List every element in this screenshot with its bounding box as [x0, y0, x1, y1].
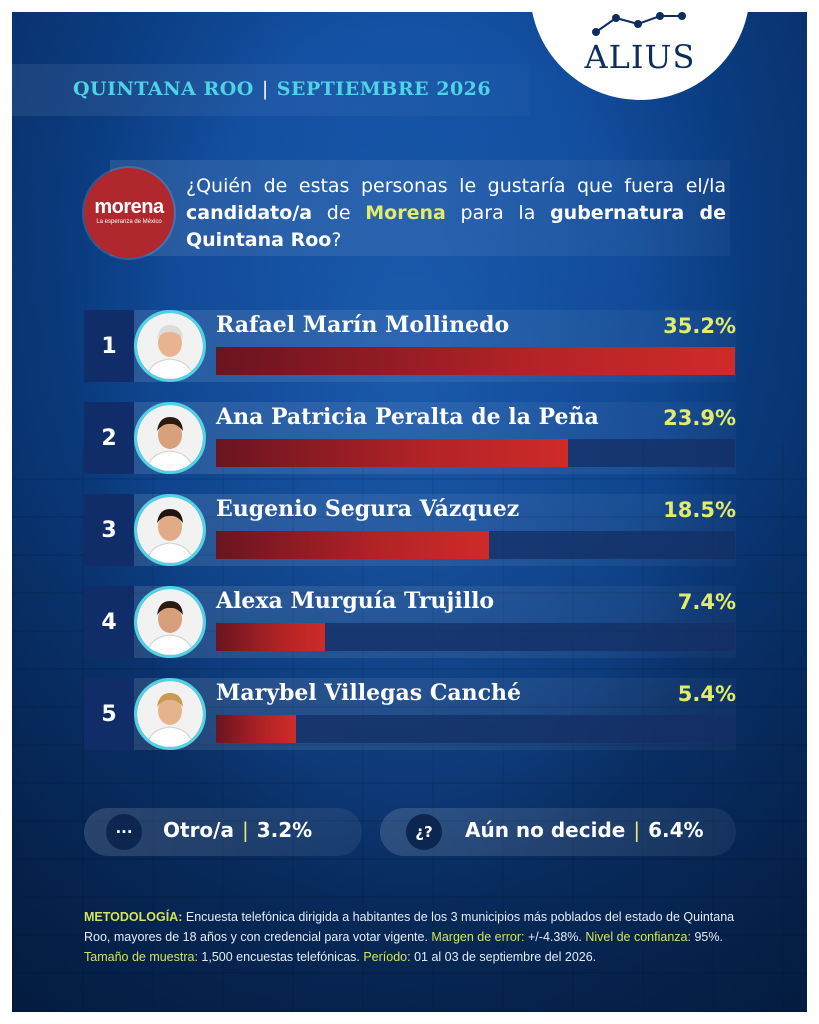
margin-value: +/-4.38%. [524, 930, 586, 944]
morena-logo-name: morena [94, 196, 164, 218]
percentage-label: 23.9% [663, 406, 736, 430]
person-icon [137, 681, 203, 747]
bar-track [216, 715, 735, 743]
candidate-avatar [134, 402, 206, 474]
bar-track [216, 439, 735, 467]
question-emphasis: candidato/a [186, 202, 313, 224]
methodology-note: METODOLOGÍA: Encuesta telefónica dirigid… [84, 907, 736, 967]
candidate-name: Marybel Villegas Canché [216, 680, 521, 706]
header-title: QUINTANA ROO | SEPTIEMBRE 2026 [73, 78, 491, 100]
candidate-avatar [134, 586, 206, 658]
methodology-text: Encuesta telefónica dirigida a habitante… [84, 910, 735, 944]
morena-logo-tagline: La esperanza de México [96, 219, 162, 225]
question-mark-icon: ¿? [406, 814, 442, 850]
result-bar [216, 623, 325, 651]
candidate-avatar [134, 678, 206, 750]
result-bar [216, 715, 296, 743]
rank-number: 2 [84, 402, 134, 474]
header-state: QUINTANA ROO [73, 78, 254, 100]
question-party: Morena [365, 202, 446, 224]
header-separator: | [261, 78, 269, 100]
rank-number: 1 [84, 310, 134, 382]
network-icon [592, 12, 686, 36]
pill-separator: | [633, 818, 641, 842]
undecided-label: Aún no decide | 6.4% [465, 818, 704, 842]
candidate-name: Eugenio Segura Vázquez [216, 496, 520, 522]
confidence-label: Nivel de confianza: [585, 930, 691, 944]
other-label-text: Otro/a [163, 818, 234, 842]
percentage-label: 35.2% [663, 314, 736, 338]
result-bar [216, 439, 568, 467]
undecided-value: 6.4% [648, 818, 704, 842]
question-emphasis: gubernatura de Quintana Roo [186, 202, 726, 251]
confidence-value: 95%. [690, 930, 723, 944]
bar-track [216, 347, 735, 375]
percentage-label: 7.4% [677, 590, 736, 614]
person-icon [137, 589, 203, 655]
candidate-name: Ana Patricia Peralta de la Peña [216, 404, 599, 430]
methodology-label: METODOLOGÍA: [84, 910, 183, 924]
survey-question: ¿Quién de estas personas le gustaría que… [186, 173, 726, 254]
candidate-avatar [134, 494, 206, 566]
rank-number: 5 [84, 678, 134, 750]
rank-number: 3 [84, 494, 134, 566]
bar-track [216, 531, 735, 559]
candidate-avatar [134, 310, 206, 382]
bar-track [216, 623, 735, 651]
question-band [110, 160, 730, 256]
rank-number: 4 [84, 586, 134, 658]
percentage-label: 5.4% [677, 682, 736, 706]
header-date: SEPTIEMBRE 2026 [276, 78, 492, 100]
candidate-name: Alexa Murguía Trujillo [216, 588, 495, 614]
question-text: para la [445, 202, 551, 224]
ellipsis-icon: ··· [106, 814, 142, 850]
sample-value: 1,500 encuestas telefónicas. [197, 950, 364, 964]
question-text: de [312, 202, 366, 224]
other-label: Otro/a | 3.2% [163, 818, 312, 842]
result-bar [216, 531, 489, 559]
pill-separator: | [241, 818, 249, 842]
other-value: 3.2% [256, 818, 313, 842]
person-icon [137, 313, 203, 379]
period-value: 01 al 03 de septiembre del 2026. [410, 950, 597, 964]
sample-label: Tamaño de muestra: [84, 950, 198, 964]
candidate-name: Rafael Marín Mollinedo [216, 312, 510, 338]
margin-label: Margen de error: [431, 930, 525, 944]
undecided-label-text: Aún no decide [465, 818, 626, 842]
question-text: ? [331, 229, 342, 251]
header-band [12, 64, 530, 116]
percentage-label: 18.5% [663, 498, 736, 522]
period-label: Período: [363, 950, 411, 964]
question-text: ¿Quién de estas personas le gustaría que… [186, 175, 726, 197]
result-bar [216, 347, 735, 375]
alius-logo: ALIUS [584, 38, 696, 76]
morena-logo [84, 168, 174, 258]
person-icon [137, 497, 203, 563]
person-icon [137, 405, 203, 471]
